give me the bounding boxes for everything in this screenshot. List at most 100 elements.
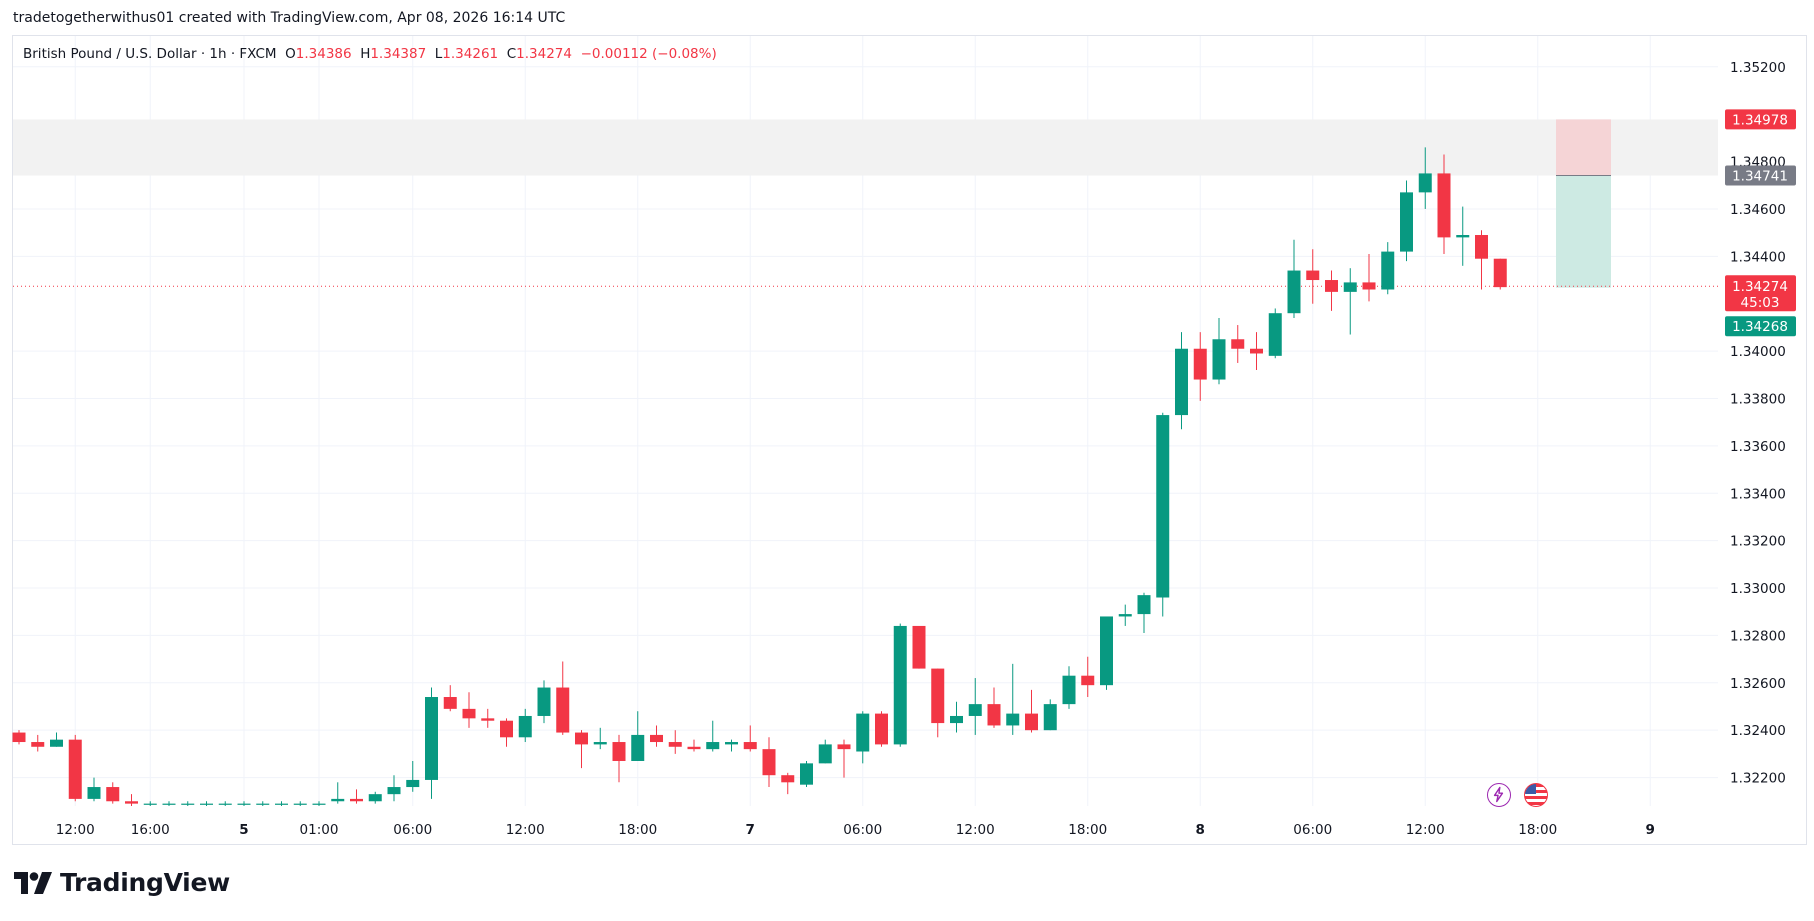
candle	[1475, 230, 1488, 290]
candle	[875, 711, 888, 747]
current-price-tag-text: 1.34274	[1732, 279, 1788, 295]
candle-body	[1343, 282, 1357, 292]
candle	[537, 680, 551, 724]
x-axis-tick-label: 12:00	[56, 822, 95, 838]
candle	[1418, 147, 1432, 209]
candle	[1325, 270, 1338, 311]
legend-close-value: 1.34274	[516, 46, 572, 62]
candle-body	[1381, 251, 1395, 290]
candle-body	[800, 763, 813, 785]
x-axis-tick-label: 18:00	[1068, 822, 1107, 838]
chart-frame	[12, 35, 1807, 845]
candle-body	[987, 704, 1001, 726]
us-flag-icon[interactable]	[1524, 783, 1548, 807]
candle	[181, 801, 195, 806]
candle-body	[1100, 616, 1113, 686]
candle	[50, 732, 63, 747]
legend-symbol[interactable]: British Pound / U.S. Dollar · 1h · FXCM	[23, 46, 277, 62]
candle-body	[1175, 348, 1188, 416]
candle	[125, 794, 138, 806]
y-axis-tick-label: 1.34000	[1730, 344, 1786, 360]
candle-body	[931, 668, 945, 724]
candle	[256, 801, 270, 806]
candle-body	[312, 803, 326, 805]
candle	[743, 725, 757, 752]
candle-body	[1250, 348, 1263, 354]
candle-body	[425, 697, 438, 780]
candle-body	[125, 801, 138, 804]
candle	[406, 760, 420, 792]
candle	[818, 739, 832, 764]
candle-body	[12, 732, 26, 743]
candle	[1193, 332, 1207, 401]
legend-close-label: C	[506, 46, 517, 62]
candle	[1043, 699, 1057, 731]
candle-body	[837, 744, 851, 750]
y-axis-tick-label: 1.33800	[1730, 391, 1786, 407]
candle	[612, 734, 626, 783]
y-axis-tick-label: 1.34400	[1730, 249, 1786, 265]
candle	[1100, 616, 1113, 690]
candle	[1156, 412, 1170, 617]
candle-body	[875, 713, 888, 745]
position-reward-area	[1556, 175, 1611, 288]
y-axis-tick-label: 1.32600	[1730, 676, 1786, 692]
candle-body	[1325, 280, 1338, 292]
x-axis-tick-label: 7	[746, 822, 755, 838]
candle	[162, 801, 176, 806]
candle	[218, 801, 232, 806]
candle	[1025, 689, 1038, 733]
candle	[143, 801, 157, 806]
target-price-tag-text: 1.34268	[1732, 319, 1788, 335]
legend-low-value: 1.34261	[442, 46, 499, 62]
candle-body	[350, 798, 363, 802]
candle-body	[443, 697, 457, 709]
candle	[1231, 325, 1245, 363]
candle-body	[293, 803, 307, 805]
entry-price-tag-text: 1.34741	[1732, 169, 1788, 185]
candle-body	[781, 775, 795, 783]
candle	[1362, 253, 1376, 302]
candle	[725, 739, 738, 752]
candle	[800, 760, 813, 788]
candle	[387, 775, 401, 802]
candle	[350, 789, 363, 804]
candle	[200, 801, 213, 806]
candle	[462, 692, 476, 728]
x-axis-tick-label: 5	[239, 822, 248, 838]
candle	[368, 791, 382, 804]
candle-body	[1287, 270, 1301, 314]
candle-body	[106, 787, 120, 802]
candle	[1287, 239, 1301, 318]
candle	[631, 711, 645, 761]
candle-body	[200, 803, 213, 805]
candle-body	[237, 803, 251, 805]
x-axis-tick-label: 8	[1196, 822, 1205, 838]
candle-body	[87, 787, 101, 799]
price-zone-rectangle	[13, 119, 1718, 176]
x-axis-tick-label: 18:00	[1518, 822, 1557, 838]
candle	[837, 739, 851, 778]
candle	[1381, 242, 1395, 295]
y-axis-tick-label: 1.33400	[1730, 486, 1786, 502]
lightning-icon[interactable]	[1487, 783, 1511, 807]
candle-body	[256, 803, 270, 805]
x-axis-tick-label: 12:00	[956, 822, 995, 838]
candle	[12, 730, 26, 745]
candle-body	[518, 715, 532, 738]
candle-body	[818, 744, 832, 764]
candle-body	[1268, 313, 1282, 356]
y-axis-tick-label: 1.32400	[1730, 723, 1786, 739]
y-axis-tick-label: 1.35200	[1730, 60, 1786, 76]
legend-change: −0.00112 (−0.08%)	[580, 46, 717, 62]
candle	[237, 801, 251, 806]
candle	[1437, 154, 1451, 254]
candle	[331, 782, 345, 804]
candle	[425, 687, 438, 799]
candle-body	[762, 749, 776, 776]
candle-body	[1437, 173, 1451, 238]
candle	[293, 801, 307, 806]
tradingview-logo[interactable]: TradingView	[14, 868, 230, 897]
candle	[1062, 666, 1076, 709]
